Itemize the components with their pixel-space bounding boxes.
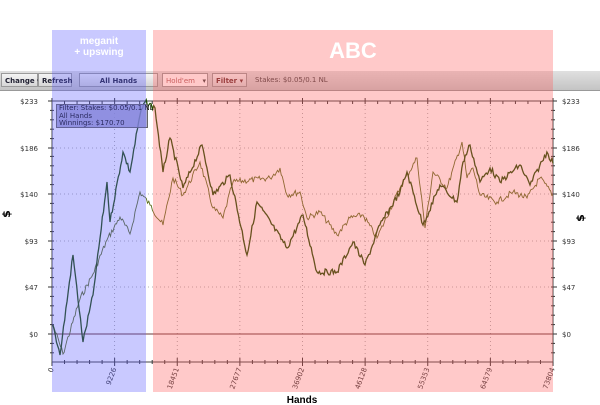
x-tick-label: 46128	[354, 367, 369, 391]
refresh-button[interactable]: Refresh	[38, 73, 73, 87]
series-line-second	[52, 141, 554, 356]
y-tick-label-right: $233	[562, 98, 580, 106]
chevron-down-icon: ▾	[202, 77, 206, 85]
all-hands-button[interactable]: All Hands	[79, 73, 158, 87]
y-tick-label-right: $47	[562, 284, 575, 292]
change-label: Change	[5, 77, 35, 85]
x-tick-label: 64579	[479, 367, 494, 391]
x-axis-label: Hands	[287, 395, 318, 405]
toolbar: Change ▾ Refresh All Hands Hold'em ▾ Filt…	[0, 71, 600, 91]
filter-label: Filter	[216, 77, 238, 85]
y-tick-label-left: $0	[29, 331, 38, 339]
game-select[interactable]: Hold'em ▾	[162, 73, 208, 87]
chevron-down-icon: ▾	[239, 77, 244, 85]
y-tick-label-right: $140	[562, 191, 580, 199]
y-tick-label-left: $233	[20, 98, 38, 106]
x-tick-label: 9226	[105, 366, 119, 386]
y-tick-label-right: $186	[562, 145, 580, 153]
series-line-winnings	[52, 97, 554, 356]
legend-filter: Filter: Stakes: $0.05/0.1 NL	[59, 104, 154, 112]
filter-button[interactable]: Filter ▾	[212, 73, 247, 87]
y-axis-label-right: $	[574, 214, 587, 222]
legend-hands: All Hands	[59, 111, 92, 120]
x-tick-label: 55353	[416, 367, 431, 391]
x-tick-label: 73804	[542, 366, 557, 390]
y-tick-label-left: $140	[20, 191, 38, 199]
stakes-status: Stakes: $0.05/0.1 NL	[255, 76, 328, 84]
game-select-value: Hold'em	[166, 77, 195, 85]
x-tick-label: 0	[47, 367, 56, 374]
x-tick-label: 36902	[291, 367, 306, 391]
y-tick-label-left: $47	[25, 284, 38, 292]
y-tick-label-right: $0	[562, 331, 571, 339]
y-tick-label-right: $93	[562, 238, 575, 246]
x-tick-label: 18451	[166, 367, 181, 391]
y-tick-label-left: $93	[25, 238, 38, 246]
y-axis-label-left: $	[0, 210, 13, 218]
y-tick-label-left: $186	[20, 145, 38, 153]
legend-winnings: Winnings: $170.70	[59, 119, 125, 127]
change-button[interactable]: Change ▾	[1, 73, 41, 87]
chart-legend: Filter: Stakes: $0.05/0.1 NL All Hands W…	[56, 104, 154, 128]
x-tick-label: 27677	[228, 367, 243, 391]
